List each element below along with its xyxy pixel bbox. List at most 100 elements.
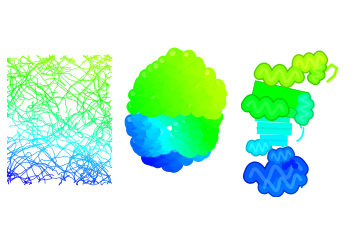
Circle shape — [159, 110, 163, 114]
Circle shape — [136, 141, 146, 151]
Circle shape — [168, 130, 180, 142]
Circle shape — [181, 98, 185, 101]
Circle shape — [169, 53, 172, 57]
Circle shape — [186, 77, 189, 80]
Circle shape — [190, 85, 194, 89]
Circle shape — [171, 80, 175, 84]
Circle shape — [134, 122, 138, 127]
Circle shape — [148, 67, 160, 78]
Circle shape — [179, 144, 189, 155]
Circle shape — [164, 114, 167, 117]
Circle shape — [191, 60, 195, 64]
Circle shape — [133, 140, 147, 154]
Circle shape — [170, 90, 181, 101]
Circle shape — [202, 121, 216, 135]
Circle shape — [165, 84, 170, 88]
Circle shape — [167, 151, 180, 164]
Circle shape — [190, 110, 202, 121]
Circle shape — [179, 52, 191, 65]
Circle shape — [214, 114, 217, 117]
Circle shape — [203, 129, 216, 142]
Circle shape — [152, 136, 156, 140]
Circle shape — [171, 158, 174, 162]
Circle shape — [150, 134, 162, 146]
Circle shape — [187, 114, 190, 117]
Circle shape — [182, 77, 194, 89]
Circle shape — [205, 138, 209, 142]
Circle shape — [201, 134, 205, 138]
Circle shape — [212, 102, 217, 106]
Circle shape — [190, 137, 195, 142]
Circle shape — [155, 150, 158, 153]
Circle shape — [154, 81, 158, 85]
Circle shape — [160, 156, 170, 166]
Circle shape — [180, 116, 192, 128]
Circle shape — [208, 111, 220, 122]
Circle shape — [146, 135, 158, 147]
Circle shape — [171, 133, 175, 137]
Circle shape — [179, 139, 182, 143]
Circle shape — [202, 89, 214, 101]
Circle shape — [161, 157, 164, 160]
Circle shape — [154, 114, 167, 127]
Circle shape — [198, 115, 211, 128]
Circle shape — [183, 143, 197, 157]
Circle shape — [163, 60, 177, 74]
Circle shape — [135, 97, 139, 101]
Circle shape — [209, 134, 212, 138]
Circle shape — [138, 139, 150, 151]
Circle shape — [183, 122, 186, 126]
Circle shape — [157, 65, 161, 70]
Circle shape — [207, 132, 218, 143]
Circle shape — [181, 145, 192, 156]
Circle shape — [148, 132, 162, 145]
Circle shape — [149, 152, 152, 155]
Circle shape — [151, 129, 163, 141]
Circle shape — [206, 110, 211, 114]
Circle shape — [174, 128, 178, 132]
Circle shape — [167, 103, 171, 106]
Circle shape — [156, 155, 160, 159]
Circle shape — [149, 138, 152, 141]
Circle shape — [188, 115, 192, 119]
Circle shape — [205, 70, 209, 74]
Circle shape — [200, 120, 203, 124]
Circle shape — [167, 106, 177, 115]
Circle shape — [185, 53, 188, 56]
Circle shape — [184, 57, 188, 61]
Circle shape — [163, 135, 166, 138]
Circle shape — [180, 152, 184, 156]
Circle shape — [196, 113, 200, 116]
Circle shape — [131, 136, 144, 149]
Circle shape — [181, 55, 193, 66]
Circle shape — [161, 119, 165, 122]
Circle shape — [183, 140, 187, 144]
Circle shape — [175, 74, 180, 79]
Circle shape — [135, 121, 140, 126]
Circle shape — [174, 122, 177, 126]
Circle shape — [172, 54, 183, 65]
Circle shape — [214, 95, 219, 99]
Circle shape — [172, 126, 183, 137]
Circle shape — [202, 107, 205, 110]
Circle shape — [169, 84, 173, 89]
Circle shape — [179, 74, 190, 84]
Circle shape — [148, 69, 151, 73]
Circle shape — [148, 138, 161, 151]
Circle shape — [184, 151, 188, 155]
Circle shape — [146, 125, 160, 139]
Circle shape — [159, 152, 170, 162]
Circle shape — [152, 143, 156, 147]
Circle shape — [187, 114, 190, 117]
Circle shape — [163, 109, 167, 113]
Circle shape — [157, 62, 169, 75]
Circle shape — [184, 80, 188, 84]
Circle shape — [158, 67, 162, 71]
Circle shape — [207, 73, 211, 76]
Circle shape — [138, 92, 141, 96]
Circle shape — [189, 129, 193, 133]
Circle shape — [191, 139, 204, 153]
Circle shape — [154, 64, 158, 68]
Circle shape — [205, 124, 218, 137]
Circle shape — [173, 150, 176, 153]
